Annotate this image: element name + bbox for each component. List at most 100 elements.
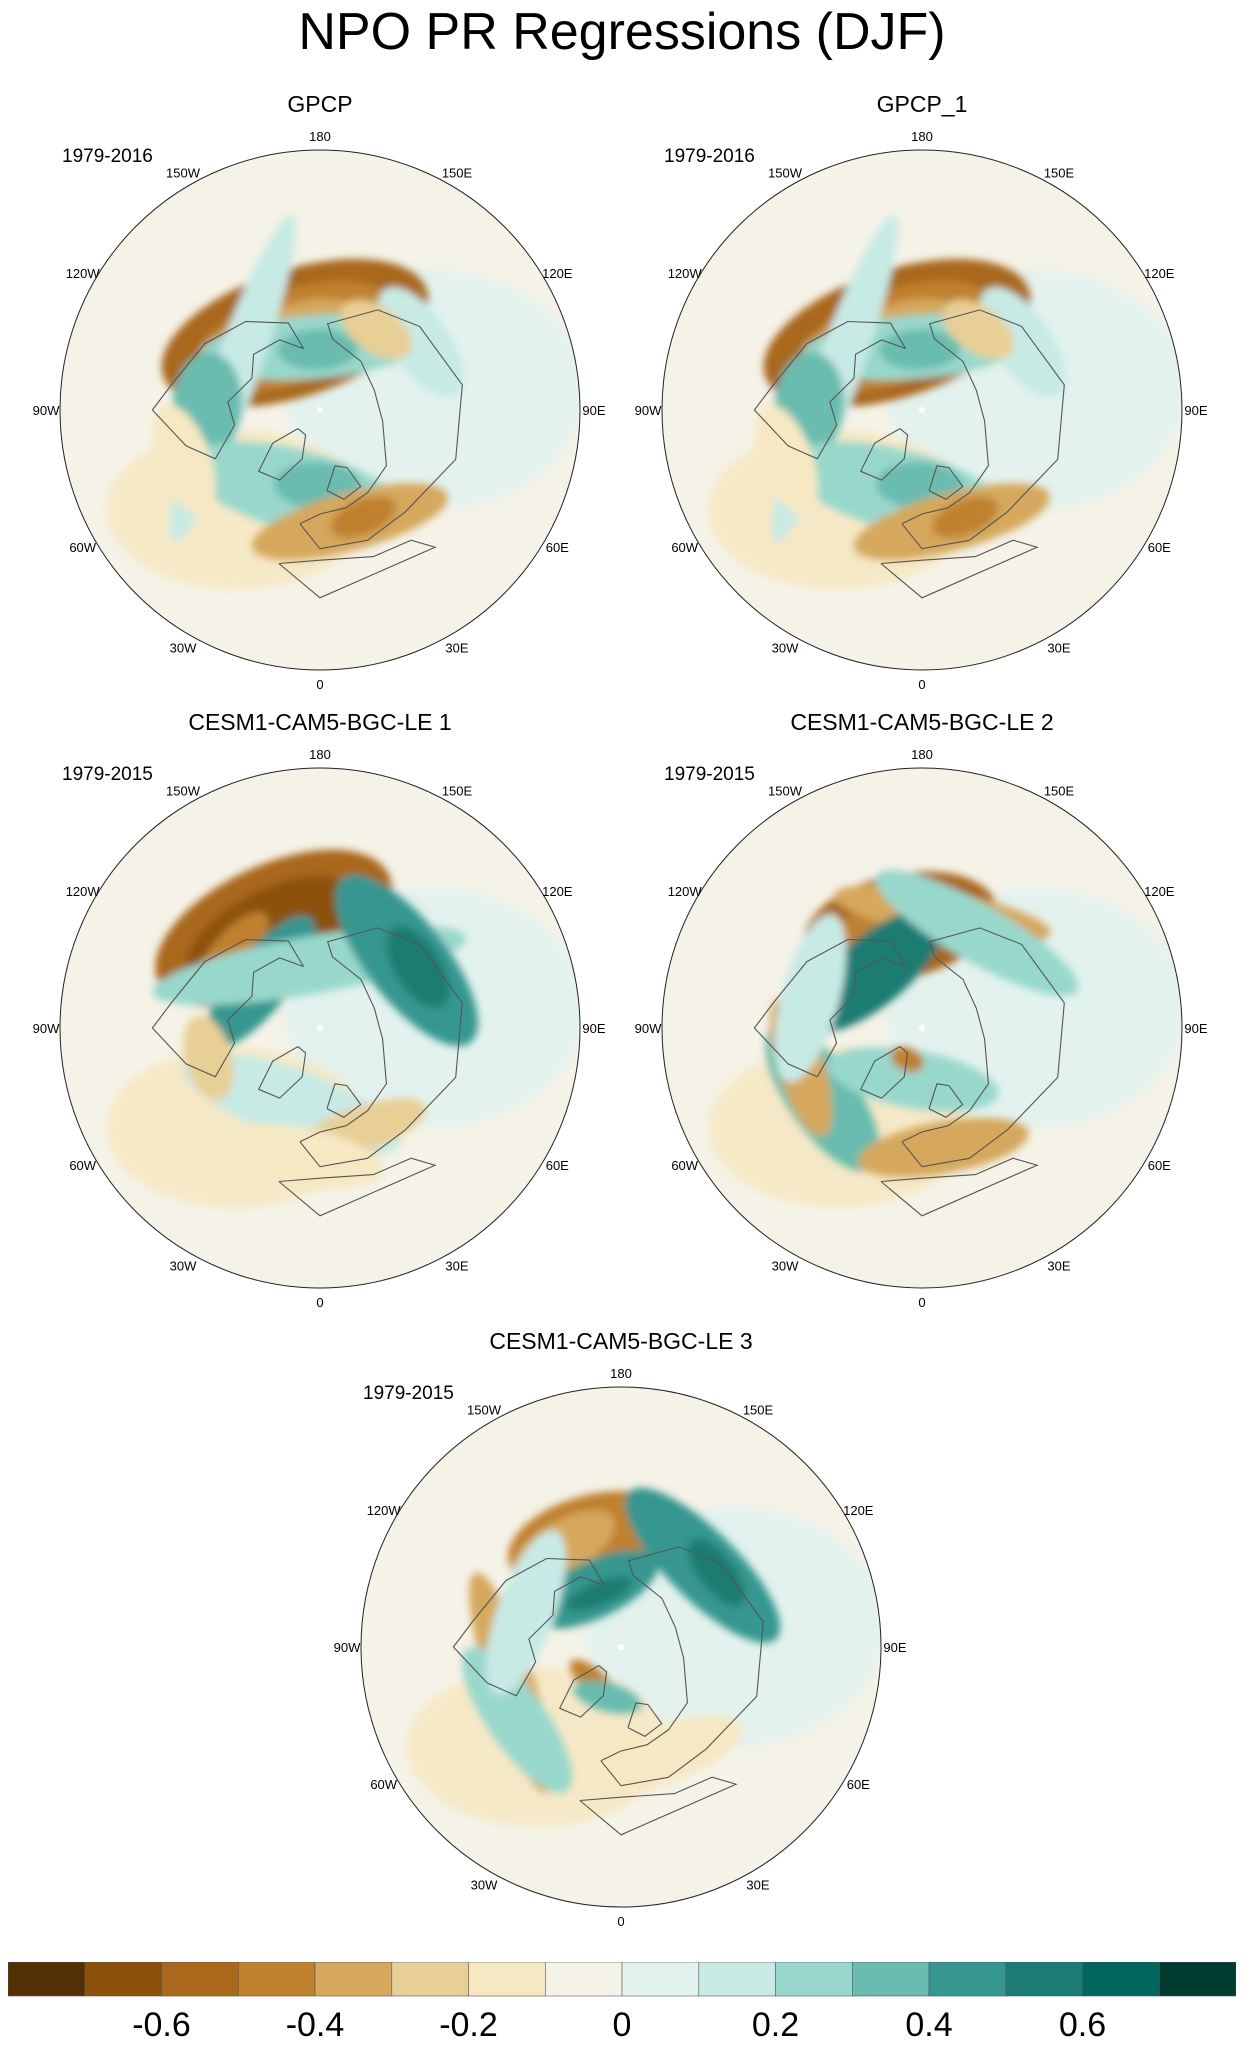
longitude-label: 30E	[1047, 1258, 1070, 1273]
pole-marker	[317, 407, 323, 413]
pole-marker	[317, 1025, 323, 1031]
map-svg: GPCP_1 1979-2016 180 150E 120E 90E 60E 30E 0 30W 6…	[635, 91, 1208, 692]
negative-anomaly	[754, 404, 818, 515]
longitude-label: 120E	[542, 884, 573, 899]
coastlines	[452, 1546, 764, 1836]
map-boundary	[661, 149, 1183, 671]
coastlines	[753, 309, 1065, 599]
coastlines	[151, 309, 463, 599]
longitude-label: 0	[316, 1295, 323, 1310]
longitude-label: 90E	[582, 403, 605, 418]
negative-anomaly	[152, 404, 216, 515]
pole-marker	[919, 407, 925, 413]
longitude-label: 60E	[546, 540, 569, 555]
coastline	[326, 465, 362, 500]
longitude-label: 120W	[66, 884, 101, 899]
longitude-label: 150E	[1044, 166, 1075, 181]
map-svg: GPCP 1979-2016 180 150E 120E 90E 60E 30E 0 30W 60W…	[33, 91, 606, 692]
colorbar-swatch	[928, 1961, 1007, 1997]
longitude-label: 60W	[671, 1158, 698, 1173]
longitude-label: 120W	[367, 1503, 402, 1518]
colorbar-swatch	[238, 1961, 316, 1997]
longitude-label: 180	[309, 747, 331, 762]
colorbar-label: 0.6	[1059, 2006, 1106, 2042]
panel-title: GPCP_1	[877, 91, 968, 117]
colorbar-swatch	[468, 1961, 546, 1997]
longitude-label: 150W	[768, 784, 803, 799]
colorbar-label: -0.6	[132, 2006, 191, 2042]
negative-anomaly	[942, 299, 1014, 360]
positive-anomaly	[875, 869, 1079, 996]
pole-marker	[919, 1025, 925, 1031]
longitude-label: 60W	[69, 540, 96, 555]
longitude-label: 150W	[166, 784, 201, 799]
coastline	[257, 1046, 307, 1099]
map-boundary	[661, 767, 1183, 1289]
longitude-label: 150E	[1044, 784, 1075, 799]
coastlines	[753, 927, 1065, 1217]
longitude-label: 120E	[1144, 266, 1175, 281]
longitude-label: 30E	[746, 1877, 769, 1892]
colorbar-swatch	[621, 1961, 700, 1997]
longitude-label: 60E	[847, 1777, 870, 1792]
colorbar-label: 0.4	[905, 2006, 952, 2042]
positive-anomaly	[566, 1576, 632, 1611]
longitude-label: 30E	[1047, 640, 1070, 655]
map-field	[60, 768, 580, 1288]
panel-title: CESM1-CAM5-BGC-LE 2	[790, 709, 1053, 735]
map-panel-cesm-2: CESM1-CAM5-BGC-LE 2 1979-2015 180 150E 120E 9…	[622, 708, 1222, 1318]
longitude-label: 60E	[1148, 540, 1171, 555]
panel-title: GPCP	[287, 91, 352, 117]
longitude-label: 150E	[442, 784, 473, 799]
map-panel-gpcp: GPCP 1979-2016 180 150E 120E 90E 60E 30E 0 30W 60W…	[20, 90, 620, 700]
map-panel-cesm-1: CESM1-CAM5-BGC-LE 1 1979-2015 180 150E 120E 9…	[20, 708, 620, 1318]
coastline	[880, 539, 1039, 599]
longitude-label: 120E	[1144, 884, 1175, 899]
longitude-label: 180	[309, 129, 331, 144]
negative-anomaly	[183, 1015, 234, 1101]
coastline	[326, 1083, 362, 1118]
colorbar-svg: -0.6 -0.4 -0.2 0 0.2 0.4 0.6	[7, 1961, 1237, 2044]
colorbar-swatch	[698, 1961, 776, 1997]
longitude-label: 0	[918, 677, 925, 692]
colorbar-swatch	[161, 1961, 239, 1997]
colorbar-swatch	[1159, 1961, 1237, 1997]
longitude-label: 90E	[1184, 1021, 1207, 1036]
colorbar-swatch	[391, 1961, 469, 1997]
map-field	[60, 150, 580, 670]
longitude-label: 30W	[471, 1877, 498, 1892]
longitude-label: 90E	[582, 1021, 605, 1036]
colorbar-swatch	[1082, 1961, 1160, 1997]
positive-anomaly	[386, 925, 450, 1008]
map-panel-gpcp-1: GPCP_1 1979-2016 180 150E 120E 90E 60E 30E 0 30W 6…	[622, 90, 1222, 700]
longitude-label: 150W	[166, 166, 201, 181]
longitude-label: 150E	[442, 166, 473, 181]
positive-anomaly	[688, 1538, 745, 1606]
longitude-label: 120E	[843, 1503, 874, 1518]
longitude-label: 120E	[542, 266, 573, 281]
positive-anomaly	[979, 287, 1066, 398]
longitude-label: 30W	[170, 1258, 197, 1273]
longitude-label: 90W	[334, 1640, 361, 1655]
years-label: 1979-2015	[664, 764, 755, 785]
years-label: 1979-2015	[363, 1383, 454, 1404]
coastline	[558, 1665, 608, 1718]
longitude-label: 120W	[668, 884, 703, 899]
colorbar-swatch	[84, 1961, 162, 1997]
negative-anomaly	[211, 1123, 383, 1189]
map-boundary	[59, 149, 581, 671]
map-svg: CESM1-CAM5-BGC-LE 1 1979-2015 180 150E 120E 9…	[33, 709, 606, 1310]
longitude-label: 30E	[445, 1258, 468, 1273]
longitude-label: 120W	[668, 266, 703, 281]
coastline	[299, 309, 463, 550]
longitude-label: 60E	[1148, 1158, 1171, 1173]
coastline	[452, 1557, 606, 1697]
coastline	[880, 1157, 1039, 1217]
coastline	[859, 1046, 909, 1099]
longitude-label: 150W	[467, 1403, 502, 1418]
coastline	[901, 927, 1065, 1168]
longitude-label: 0	[316, 677, 323, 692]
coastline	[299, 927, 463, 1168]
map-boundary	[360, 1386, 882, 1908]
colorbar-label: -0.4	[286, 2006, 345, 2042]
